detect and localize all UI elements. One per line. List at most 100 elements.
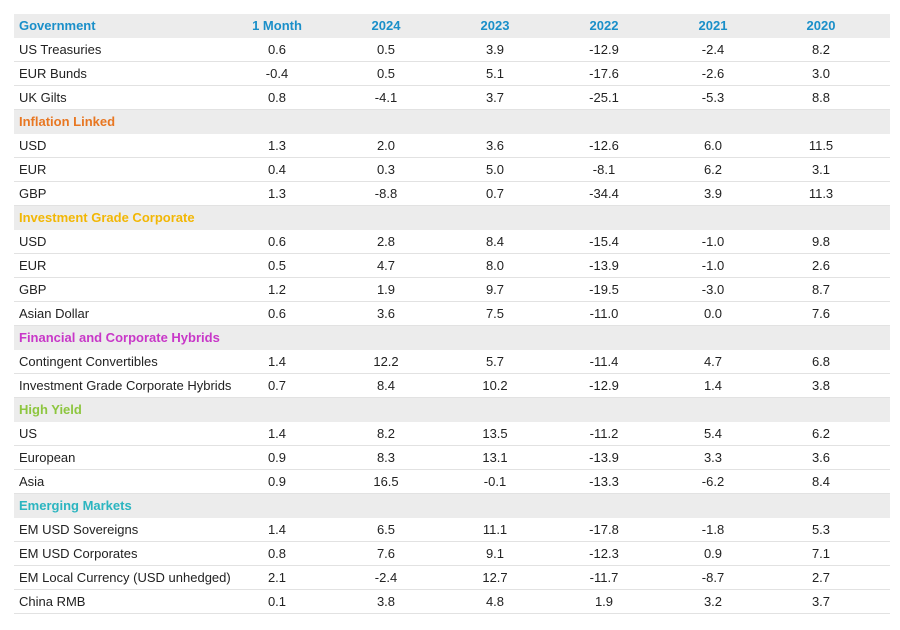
cell-value: 6.0 bbox=[703, 138, 723, 153]
cell-value: -3.0 bbox=[701, 282, 725, 297]
cell-value: 8.8 bbox=[811, 90, 831, 105]
cell-value: 4.7 bbox=[703, 354, 723, 369]
cell-value: -25.1 bbox=[589, 90, 619, 105]
cell-value: 9.7 bbox=[485, 282, 505, 297]
cell-value: 12.7 bbox=[482, 570, 508, 585]
section-title: Inflation Linked bbox=[19, 114, 116, 129]
cell-value: 0.8 bbox=[267, 90, 287, 105]
cell-value: 4.7 bbox=[376, 258, 396, 273]
cell-value: 8.4 bbox=[376, 378, 396, 393]
cell-value: 11.5 bbox=[808, 138, 834, 153]
data-row: UK Gilts 0.8 -4.1 3.7 -25.1 -5.3 8.8 bbox=[14, 86, 890, 110]
cell-value: -17.8 bbox=[589, 522, 619, 537]
cell-value: 0.0 bbox=[703, 306, 723, 321]
cell-value: -19.5 bbox=[589, 282, 619, 297]
cell-value: -4.1 bbox=[374, 90, 398, 105]
row-label: EM USD Sovereigns bbox=[19, 522, 139, 537]
cell-value: 5.1 bbox=[485, 66, 505, 81]
cell-value: -0.1 bbox=[483, 474, 507, 489]
section-title: Financial and Corporate Hybrids bbox=[19, 330, 220, 345]
cell-value: 0.9 bbox=[267, 474, 287, 489]
cell-value: 16.5 bbox=[373, 474, 399, 489]
row-label: EM Local Currency (USD unhedged) bbox=[19, 570, 231, 585]
cell-value: 6.2 bbox=[811, 426, 831, 441]
row-label: EUR bbox=[19, 162, 47, 177]
cell-value: 3.2 bbox=[703, 594, 723, 609]
row-label: EUR bbox=[19, 258, 47, 273]
data-row: Investment Grade Corporate Hybrids 0.7 8.4… bbox=[14, 374, 890, 398]
cell-value: 0.5 bbox=[376, 66, 396, 81]
cell-value: 0.6 bbox=[267, 42, 287, 57]
cell-value: -11.0 bbox=[589, 306, 619, 321]
cell-value: 3.3 bbox=[703, 450, 723, 465]
cell-value: 3.7 bbox=[811, 594, 831, 609]
cell-value: 1.4 bbox=[267, 354, 287, 369]
row-label: GBP bbox=[19, 186, 47, 201]
cell-value: 0.7 bbox=[267, 378, 287, 393]
cell-value: 0.9 bbox=[267, 450, 287, 465]
cell-value: 2.7 bbox=[811, 570, 831, 585]
cell-value: 9.8 bbox=[811, 234, 831, 249]
cell-value: -8.7 bbox=[701, 570, 725, 585]
data-row: USD 1.3 2.0 3.6 -12.6 6.0 11.5 bbox=[14, 134, 890, 158]
section-title: Emerging Markets bbox=[19, 498, 132, 513]
row-label: Asia bbox=[19, 474, 45, 489]
section-header-row: High Yield bbox=[14, 398, 890, 422]
section-header-row: Financial and Corporate Hybrids bbox=[14, 326, 890, 350]
cell-value: 1.4 bbox=[267, 426, 287, 441]
cell-value: -1.8 bbox=[701, 522, 725, 537]
cell-value: 13.1 bbox=[482, 450, 508, 465]
data-row: EUR 0.5 4.7 8.0 -13.9 -1.0 2.6 bbox=[14, 254, 890, 278]
cell-value: -13.9 bbox=[589, 258, 619, 273]
cell-value: 1.4 bbox=[703, 378, 723, 393]
row-label: China RMB bbox=[19, 594, 86, 609]
data-row: Asia 0.9 16.5 -0.1 -13.3 -6.2 8.4 bbox=[14, 470, 890, 494]
cell-value: 8.4 bbox=[811, 474, 831, 489]
cell-value: -12.6 bbox=[589, 138, 619, 153]
cell-value: 2.6 bbox=[811, 258, 831, 273]
row-label: US bbox=[19, 426, 38, 441]
cell-value: 1.3 bbox=[267, 138, 287, 153]
cell-value: 1.4 bbox=[267, 522, 287, 537]
cell-value: 8.2 bbox=[811, 42, 831, 57]
cell-value: 0.5 bbox=[267, 258, 287, 273]
row-label: European bbox=[19, 450, 76, 465]
section-title: Investment Grade Corporate bbox=[19, 210, 195, 225]
cell-value: 4.8 bbox=[485, 594, 505, 609]
cell-value: -1.0 bbox=[701, 258, 725, 273]
cell-value: 3.6 bbox=[485, 138, 505, 153]
cell-value: 7.6 bbox=[811, 306, 831, 321]
cell-value: 1.9 bbox=[376, 282, 396, 297]
row-label: Investment Grade Corporate Hybrids bbox=[19, 378, 232, 393]
cell-value: 2.1 bbox=[267, 570, 287, 585]
cell-value: -15.4 bbox=[589, 234, 619, 249]
cell-value: 0.1 bbox=[267, 594, 287, 609]
cell-value: -12.3 bbox=[589, 546, 619, 561]
data-row: USD 0.6 2.8 8.4 -15.4 -1.0 9.8 bbox=[14, 230, 890, 254]
cell-value: 3.8 bbox=[376, 594, 396, 609]
cell-value: -11.4 bbox=[589, 354, 619, 369]
cell-value: 6.5 bbox=[376, 522, 396, 537]
column-header: 1 Month bbox=[252, 18, 302, 33]
cell-value: 8.7 bbox=[811, 282, 831, 297]
cell-value: 11.1 bbox=[482, 522, 508, 537]
cell-value: 2.0 bbox=[376, 138, 396, 153]
cell-value: 1.2 bbox=[267, 282, 287, 297]
cell-value: 1.3 bbox=[267, 186, 287, 201]
cell-value: 6.2 bbox=[703, 162, 723, 177]
cell-value: 3.6 bbox=[376, 306, 396, 321]
data-row: EM USD Corporates 0.8 7.6 9.1 -12.3 0.9 7.1 bbox=[14, 542, 890, 566]
cell-value: 5.3 bbox=[811, 522, 831, 537]
cell-value: 5.7 bbox=[485, 354, 505, 369]
cell-value: -34.4 bbox=[589, 186, 619, 201]
cell-value: 0.8 bbox=[267, 546, 287, 561]
cell-value: -11.2 bbox=[589, 426, 619, 441]
cell-value: 13.5 bbox=[482, 426, 508, 441]
cell-value: 0.6 bbox=[267, 306, 287, 321]
cell-value: 7.6 bbox=[376, 546, 396, 561]
cell-value: 3.7 bbox=[485, 90, 505, 105]
cell-value: 1.9 bbox=[594, 594, 614, 609]
cell-value: 0.7 bbox=[485, 186, 505, 201]
data-row: EM USD Sovereigns 1.4 6.5 11.1 -17.8 -1.8 5.3 bbox=[14, 518, 890, 542]
